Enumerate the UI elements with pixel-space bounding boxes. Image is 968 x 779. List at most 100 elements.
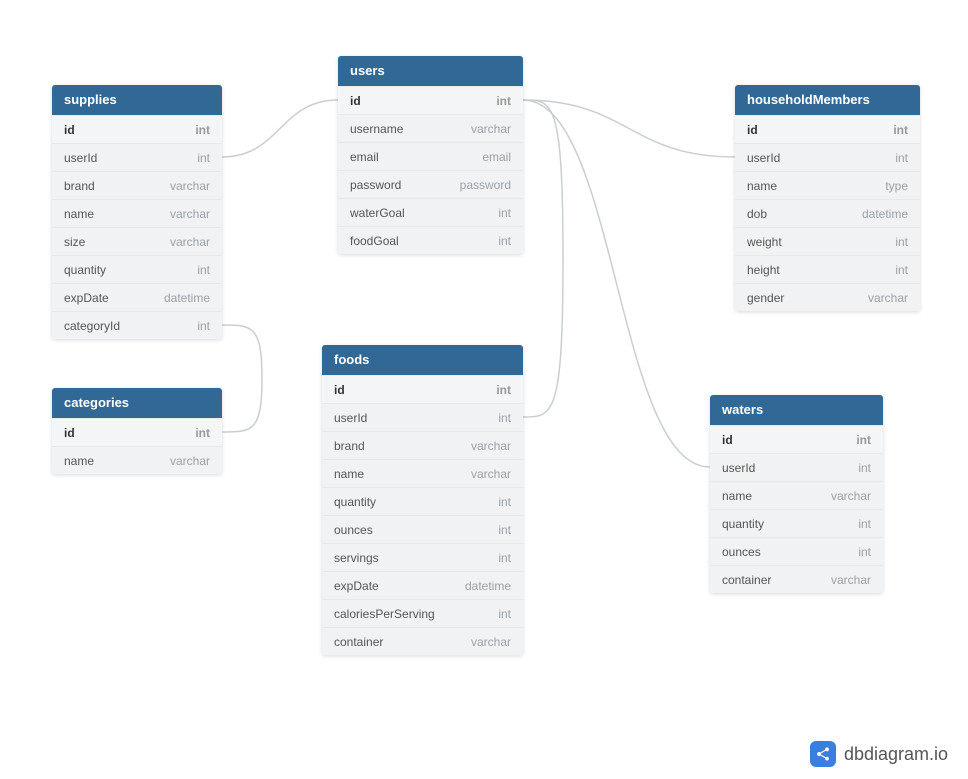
- field-row[interactable]: passwordpassword: [338, 170, 523, 198]
- field-row[interactable]: idint: [338, 86, 523, 114]
- field-type: int: [498, 607, 511, 621]
- table-header[interactable]: foods: [322, 345, 523, 375]
- field-row[interactable]: brandvarchar: [52, 171, 222, 199]
- field-row[interactable]: servingsint: [322, 543, 523, 571]
- field-row[interactable]: categoryIdint: [52, 311, 222, 339]
- field-row[interactable]: namevarchar: [52, 446, 222, 474]
- field-row[interactable]: userId int: [710, 453, 883, 481]
- field-row[interactable]: userId int: [735, 143, 920, 171]
- field-name: gender: [747, 291, 784, 305]
- field-name: name: [64, 454, 94, 468]
- field-row[interactable]: idint: [322, 375, 523, 403]
- field-name: quantity: [334, 495, 376, 509]
- field-row[interactable]: id int: [52, 418, 222, 446]
- dbdiagram-logo: dbdiagram.io: [810, 741, 948, 767]
- table-foods[interactable]: foodsidintuserIdintbrandvarcharnamevarch…: [322, 345, 523, 655]
- field-type: int: [858, 461, 871, 475]
- field-row[interactable]: weightint: [735, 227, 920, 255]
- field-row[interactable]: namevarchar: [52, 199, 222, 227]
- field-row[interactable]: containervarchar: [322, 627, 523, 655]
- relationship-edge: [523, 100, 735, 157]
- field-row[interactable]: userIdint: [322, 403, 523, 431]
- field-type: int: [895, 263, 908, 277]
- field-name: brand: [334, 439, 365, 453]
- field-row[interactable]: namevarchar: [710, 481, 883, 509]
- field-name: name: [334, 467, 364, 481]
- field-row[interactable]: name varchar: [322, 459, 523, 487]
- field-name: id: [334, 383, 345, 397]
- table-header[interactable]: supplies: [52, 85, 222, 115]
- field-type: varchar: [170, 235, 210, 249]
- field-name: servings: [334, 551, 379, 565]
- field-row[interactable]: ouncesint: [322, 515, 523, 543]
- field-row[interactable]: quantity int: [322, 487, 523, 515]
- table-householdMembers[interactable]: householdMembers id int userId int nametypedo…: [735, 85, 920, 311]
- field-name: userId: [747, 151, 780, 165]
- field-row[interactable]: ouncesint: [710, 537, 883, 565]
- er-diagram-canvas[interactable]: { "colors": { "header_bg": "#316896", "b…: [0, 0, 968, 779]
- table-header[interactable]: householdMembers: [735, 85, 920, 115]
- field-row[interactable]: nametype: [735, 171, 920, 199]
- field-type: int: [498, 206, 511, 220]
- relationship-edge: [523, 100, 563, 417]
- field-type: int: [856, 433, 871, 447]
- table-waters[interactable]: watersidintuserIdintnamevarcharquantityi…: [710, 395, 883, 593]
- field-type: int: [895, 151, 908, 165]
- field-name: waterGoal: [350, 206, 405, 220]
- field-row[interactable]: containervarchar: [710, 565, 883, 593]
- field-row[interactable]: expDatedatetime: [322, 571, 523, 599]
- table-header[interactable]: categories: [52, 388, 222, 418]
- field-type: varchar: [471, 467, 511, 481]
- field-type: int: [197, 263, 210, 277]
- field-row[interactable]: sizevarchar: [52, 227, 222, 255]
- field-type: int: [195, 426, 210, 440]
- field-name: quantity: [722, 517, 764, 531]
- table-header[interactable]: waters: [710, 395, 883, 425]
- field-name: name: [64, 207, 94, 221]
- logo-text: dbdiagram.io: [844, 744, 948, 765]
- field-row[interactable]: quantityint: [710, 509, 883, 537]
- field-type: int: [498, 495, 511, 509]
- field-name: foodGoal: [350, 234, 399, 248]
- field-row[interactable]: caloriesPerServingint: [322, 599, 523, 627]
- field-row[interactable]: height int: [735, 255, 920, 283]
- field-row[interactable]: emailemail: [338, 142, 523, 170]
- field-row[interactable]: idint: [52, 115, 222, 143]
- table-supplies[interactable]: suppliesidintuserIdintbrandvarcharnameva…: [52, 85, 222, 339]
- field-name: container: [722, 573, 771, 587]
- table-header[interactable]: users: [338, 56, 523, 86]
- field-row[interactable]: gender varchar: [735, 283, 920, 311]
- field-row[interactable]: id int: [735, 115, 920, 143]
- field-row[interactable]: expDatedatetime: [52, 283, 222, 311]
- table-users[interactable]: usersidintusernamevarcharemailemailpassw…: [338, 56, 523, 254]
- field-name: password: [350, 178, 401, 192]
- field-name: height: [747, 263, 780, 277]
- field-name: id: [64, 123, 75, 137]
- field-name: quantity: [64, 263, 106, 277]
- field-type: email: [482, 150, 511, 164]
- field-row[interactable]: brandvarchar: [322, 431, 523, 459]
- field-row[interactable]: usernamevarchar: [338, 114, 523, 142]
- field-row[interactable]: idint: [710, 425, 883, 453]
- field-name: id: [64, 426, 75, 440]
- field-name: id: [747, 123, 758, 137]
- field-row[interactable]: waterGoal int: [338, 198, 523, 226]
- field-row[interactable]: foodGoal int: [338, 226, 523, 254]
- table-categories[interactable]: categories id int namevarchar: [52, 388, 222, 474]
- field-row[interactable]: userIdint: [52, 143, 222, 171]
- field-name: expDate: [334, 579, 379, 593]
- field-type: varchar: [471, 122, 511, 136]
- field-name: userId: [722, 461, 755, 475]
- field-type: varchar: [471, 635, 511, 649]
- field-name: userId: [64, 151, 97, 165]
- field-type: int: [498, 234, 511, 248]
- field-type: varchar: [868, 291, 908, 305]
- field-name: id: [350, 94, 361, 108]
- field-row[interactable]: quantity int: [52, 255, 222, 283]
- field-type: varchar: [170, 179, 210, 193]
- field-type: datetime: [164, 291, 210, 305]
- field-row[interactable]: dobdatetime: [735, 199, 920, 227]
- field-type: int: [197, 319, 210, 333]
- field-name: userId: [334, 411, 367, 425]
- field-type: int: [893, 123, 908, 137]
